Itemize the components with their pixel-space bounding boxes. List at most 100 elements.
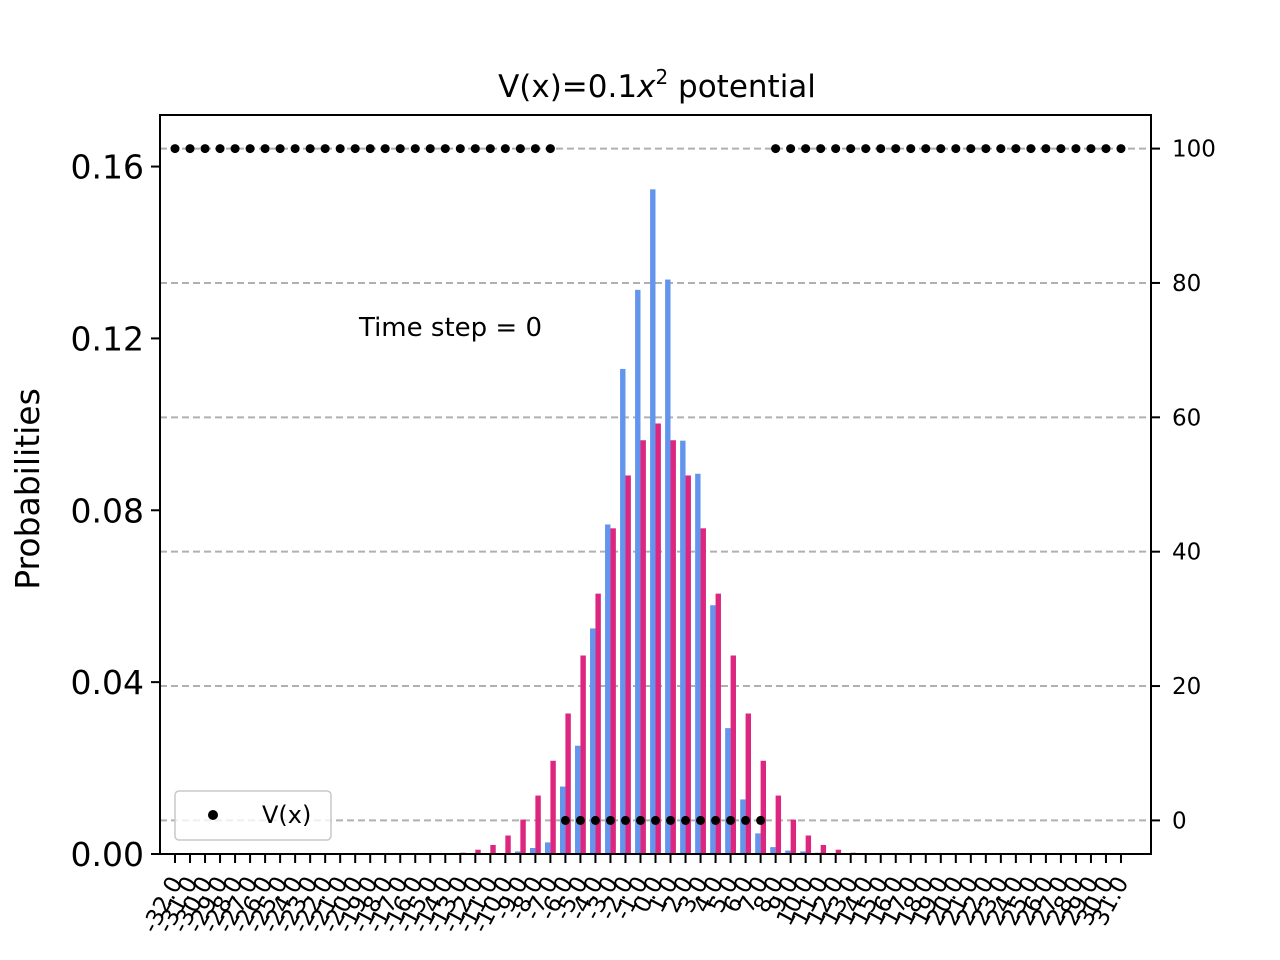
bar-series-1 <box>605 524 611 854</box>
right-y-tick-label: 20 <box>1172 674 1201 700</box>
left-y-tick-label: 0.12 <box>71 319 144 358</box>
bar-series-1 <box>650 189 656 854</box>
potential-point <box>726 815 736 825</box>
potential-point <box>530 144 540 154</box>
potential-point <box>350 144 360 154</box>
bar-series-1 <box>785 850 791 854</box>
potential-point <box>816 144 826 154</box>
bar-series-2 <box>655 423 661 854</box>
potential-point <box>651 815 660 825</box>
potential-point <box>1116 144 1126 154</box>
potential-point <box>230 144 240 154</box>
potential-point <box>771 144 781 154</box>
potential-point <box>260 144 270 154</box>
potential-point <box>425 144 435 154</box>
bar-series-1 <box>620 368 626 854</box>
potential-point <box>876 144 886 154</box>
legend-box <box>174 790 332 841</box>
bar-series-2 <box>595 593 601 854</box>
potential-point <box>635 815 645 825</box>
left-y-tick-label: 0.00 <box>71 835 144 874</box>
bar-series-1 <box>755 833 761 854</box>
potential-point <box>681 815 691 825</box>
bar-series-2 <box>550 760 556 854</box>
potential-point <box>590 815 600 825</box>
bar-series-2 <box>745 713 751 854</box>
right-y-axis: 0 20 40 60 80 100 <box>1151 137 1216 834</box>
potential-point <box>575 815 585 825</box>
potential-point <box>966 144 976 154</box>
y-axis-label: Probabilities <box>8 388 47 590</box>
bar-series-2 <box>700 528 706 854</box>
legend-label: V(x) <box>262 801 311 829</box>
potential-point <box>245 144 255 154</box>
bar-series-2 <box>505 835 511 854</box>
bar-series-1 <box>590 628 596 854</box>
potential-point <box>500 144 510 154</box>
potential-point <box>936 144 946 154</box>
potential-point <box>801 144 811 154</box>
potential-point <box>290 144 300 154</box>
potential-point <box>831 144 841 154</box>
potential-point <box>470 144 480 154</box>
potential-point <box>786 144 796 154</box>
potential-point <box>200 144 210 154</box>
potential-point <box>545 144 555 154</box>
potential-point <box>320 144 330 154</box>
potential-point <box>1086 144 1096 154</box>
left-y-tick-label: 0.08 <box>71 491 144 530</box>
bar-series-2 <box>790 819 797 854</box>
potential-point <box>1101 144 1111 154</box>
bar-series-1 <box>575 745 581 854</box>
potential-point <box>696 815 706 825</box>
bar-series-2 <box>475 849 481 854</box>
bar-series-1 <box>544 842 551 854</box>
potential-point <box>185 144 195 154</box>
right-y-tick-label: 0 <box>1172 808 1187 834</box>
legend-marker <box>208 810 218 820</box>
right-y-tick-label: 100 <box>1172 137 1216 163</box>
potential-point <box>335 144 345 154</box>
potential-point <box>485 144 495 154</box>
potential-point <box>981 144 991 154</box>
bar-series-1 <box>635 289 641 854</box>
bar-series-2 <box>535 795 541 854</box>
potential-point <box>1011 144 1021 154</box>
potential-point <box>410 144 420 154</box>
potential-point <box>906 144 916 154</box>
x-axis: -32.0-31.0-30.0-29.0-28.0-27.0-26.0-25.0… <box>137 854 1134 937</box>
left-y-axis: 0.00 0.04 0.08 0.12 0.16 <box>71 148 160 874</box>
bar-series-1 <box>514 851 521 854</box>
bar-series-1 <box>529 847 536 854</box>
bar-series-2 <box>685 475 691 854</box>
potential-point <box>440 144 450 154</box>
potential-point <box>861 144 871 154</box>
right-y-tick-label: 80 <box>1172 271 1201 297</box>
bar-series-2 <box>715 593 721 854</box>
bar-series-2 <box>565 713 571 854</box>
bar-series-2 <box>775 795 782 854</box>
potential-point <box>666 815 676 825</box>
potential-point <box>1026 144 1036 154</box>
potential-point <box>951 144 961 154</box>
potential-points <box>170 144 1126 825</box>
potential-point <box>741 815 751 825</box>
left-y-tick-label: 0.16 <box>71 148 144 187</box>
legend: V(x) <box>174 790 332 841</box>
bars-layer <box>460 189 857 854</box>
potential-point <box>921 144 931 154</box>
bar-series-2 <box>640 440 646 854</box>
potential-point <box>455 144 465 154</box>
potential-point <box>380 144 390 154</box>
bar-series-1 <box>725 728 731 854</box>
bar-series-1 <box>800 851 806 854</box>
potential-point <box>395 144 405 154</box>
bar-series-2 <box>625 475 631 854</box>
chart-title: V(x)=0.1x2 potential <box>498 65 816 105</box>
potential-point <box>996 144 1006 154</box>
potential-point <box>305 144 315 154</box>
bar-series-2 <box>670 440 676 854</box>
potential-point <box>275 144 285 154</box>
bar-series-2 <box>805 835 812 854</box>
